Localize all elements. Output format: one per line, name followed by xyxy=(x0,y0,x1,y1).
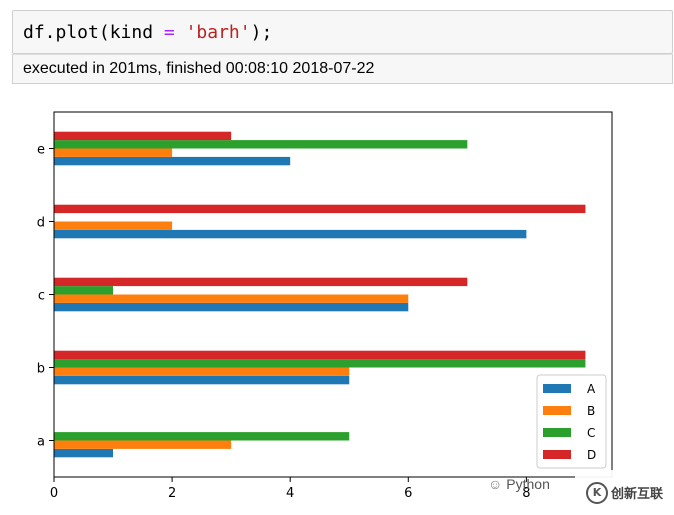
notebook-cell: df.plot(kind = 'barh'); executed in 201m… xyxy=(12,10,673,84)
legend-label-B: B xyxy=(587,404,595,418)
code-prefix: df.plot(kind xyxy=(23,21,164,43)
python-watermark: ☺ Python xyxy=(488,476,550,492)
legend-swatch-D xyxy=(543,450,571,459)
bar-c-C xyxy=(54,286,114,295)
ytick-label-e: e xyxy=(37,143,45,158)
bar-a-B xyxy=(54,440,232,449)
brand-watermark: K 创新互联 xyxy=(575,470,674,515)
xtick-label-0: 0 xyxy=(50,486,58,501)
ytick-label-d: d xyxy=(37,216,45,231)
legend-label-A: A xyxy=(587,382,596,396)
bar-e-C xyxy=(54,140,468,149)
ytick-label-b: b xyxy=(37,362,45,377)
bar-c-B xyxy=(54,294,409,303)
code-input-area[interactable]: df.plot(kind = 'barh'); xyxy=(12,10,673,54)
python-watermark-text: Python xyxy=(506,476,550,492)
code-line[interactable]: df.plot(kind = 'barh'); xyxy=(23,22,272,43)
bar-b-B xyxy=(54,367,350,376)
bar-b-A xyxy=(54,375,350,385)
bar-d-D xyxy=(54,204,586,214)
execution-time-text: executed in 201ms, finished 00:08:10 201… xyxy=(23,60,375,77)
bar-e-D xyxy=(54,131,232,141)
code-string: 'barh' xyxy=(185,21,251,43)
bar-e-A xyxy=(54,156,291,166)
bar-d-A xyxy=(54,229,527,239)
legend-swatch-C xyxy=(543,428,571,437)
xtick-label-4: 4 xyxy=(286,486,294,501)
ytick-label-a: a xyxy=(37,435,45,450)
bar-c-D xyxy=(54,277,468,287)
ytick-label-c: c xyxy=(38,289,45,304)
xtick-label-8: 8 xyxy=(522,486,530,501)
bar-b-D xyxy=(54,350,586,360)
bar-b-C xyxy=(54,359,586,368)
code-suffix: ); xyxy=(250,21,273,43)
legend-label-D: D xyxy=(587,448,596,462)
code-operator: = xyxy=(163,21,175,43)
legend-swatch-A xyxy=(543,384,571,393)
wechat-icon: ☺ xyxy=(488,476,503,492)
bar-c-A xyxy=(54,302,409,312)
plot-frame xyxy=(53,111,613,478)
bar-a-C xyxy=(54,432,350,441)
legend-swatch-B xyxy=(543,406,571,415)
brand-watermark-text: 创新互联 xyxy=(610,487,663,502)
xtick-label-2: 2 xyxy=(168,486,176,501)
brand-logo-icon: K xyxy=(585,481,608,504)
legend-label-C: C xyxy=(587,426,595,440)
legend-box xyxy=(536,374,607,469)
bar-d-B xyxy=(54,221,173,230)
bar-e-B xyxy=(54,148,173,157)
bar-a-A xyxy=(54,448,114,458)
xtick-label-6: 6 xyxy=(404,486,412,501)
execution-info: executed in 201ms, finished 00:08:10 201… xyxy=(12,54,673,84)
